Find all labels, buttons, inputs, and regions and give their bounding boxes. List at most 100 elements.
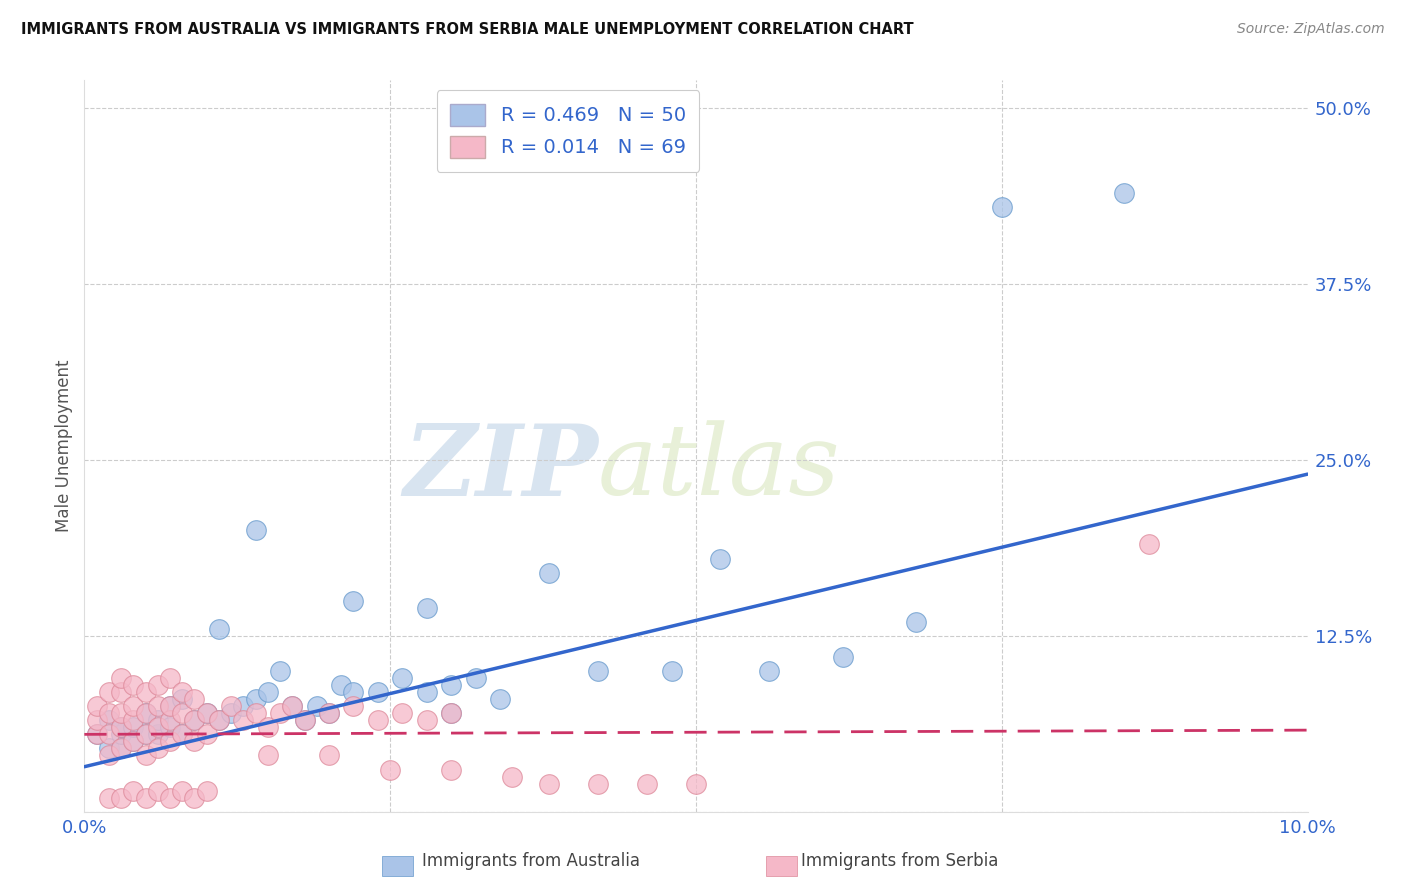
Point [464, 671, 486, 685]
Point [146, 741, 169, 756]
Point [636, 776, 658, 790]
Point [146, 720, 169, 734]
Point [97, 790, 120, 805]
Point [159, 699, 181, 714]
Point [208, 714, 231, 728]
Text: atlas: atlas [598, 420, 841, 516]
Point [195, 727, 218, 741]
Point [110, 727, 132, 741]
Point [122, 734, 145, 748]
Point [122, 714, 145, 728]
Point [110, 671, 132, 685]
Point [294, 714, 316, 728]
Point [1114, 186, 1136, 200]
Point [110, 790, 132, 805]
Y-axis label: Male Unemployment: Male Unemployment [55, 359, 73, 533]
Point [135, 748, 157, 763]
Point [245, 524, 267, 538]
Point [257, 720, 280, 734]
Point [122, 720, 145, 734]
Point [416, 714, 439, 728]
Point [146, 678, 169, 692]
Point [416, 685, 439, 699]
Point [502, 770, 524, 784]
Text: Immigrants from Australia: Immigrants from Australia [422, 852, 640, 870]
Point [391, 671, 413, 685]
Point [440, 678, 463, 692]
Point [183, 790, 205, 805]
Point [159, 671, 181, 685]
Point [172, 727, 194, 741]
Point [1137, 537, 1160, 551]
Point [183, 714, 205, 728]
Point [146, 727, 169, 741]
Point [305, 699, 328, 714]
Point [195, 783, 218, 797]
Point [208, 714, 231, 728]
Point [294, 714, 316, 728]
Point [991, 200, 1014, 214]
Point [661, 664, 683, 678]
Point [97, 727, 120, 741]
Point [97, 748, 120, 763]
Point [97, 714, 120, 728]
Point [281, 699, 304, 714]
Point [110, 720, 132, 734]
Text: IMMIGRANTS FROM AUSTRALIA VS IMMIGRANTS FROM SERBIA MALE UNEMPLOYMENT CORRELATIO: IMMIGRANTS FROM AUSTRALIA VS IMMIGRANTS … [21, 22, 914, 37]
Point [86, 714, 108, 728]
Legend: R = 0.469   N = 50, R = 0.014   N = 69: R = 0.469 N = 50, R = 0.014 N = 69 [437, 90, 700, 172]
Point [172, 727, 194, 741]
Point [122, 678, 145, 692]
Point [232, 699, 254, 714]
Point [208, 622, 231, 636]
Point [440, 763, 463, 777]
Text: Immigrants from Serbia: Immigrants from Serbia [801, 852, 998, 870]
Point [110, 741, 132, 756]
Point [183, 692, 205, 706]
Point [342, 685, 364, 699]
Point [269, 664, 291, 678]
Point [135, 685, 157, 699]
Point [135, 727, 157, 741]
Point [122, 783, 145, 797]
Point [342, 699, 364, 714]
Point [831, 650, 853, 665]
Point [391, 706, 413, 721]
Point [586, 776, 609, 790]
Point [269, 706, 291, 721]
Point [538, 566, 561, 580]
Point [367, 685, 389, 699]
Point [135, 727, 157, 741]
Point [172, 692, 194, 706]
Point [86, 727, 108, 741]
Point [342, 593, 364, 607]
Point [110, 706, 132, 721]
Point [219, 706, 242, 721]
Point [318, 706, 340, 721]
Point [905, 615, 928, 629]
Point [245, 706, 267, 721]
Point [146, 699, 169, 714]
Point [440, 706, 463, 721]
Point [195, 706, 218, 721]
Point [146, 783, 169, 797]
Point [367, 714, 389, 728]
Point [195, 706, 218, 721]
Point [110, 720, 132, 734]
Point [232, 714, 254, 728]
Point [758, 664, 780, 678]
Point [97, 706, 120, 721]
Point [135, 790, 157, 805]
Point [97, 685, 120, 699]
Point [159, 720, 181, 734]
Point [219, 699, 242, 714]
Point [489, 692, 512, 706]
Point [586, 664, 609, 678]
Point [159, 734, 181, 748]
Point [245, 692, 267, 706]
Point [135, 706, 157, 721]
Point [172, 706, 194, 721]
Point [86, 699, 108, 714]
Point [183, 734, 205, 748]
Point [86, 727, 108, 741]
